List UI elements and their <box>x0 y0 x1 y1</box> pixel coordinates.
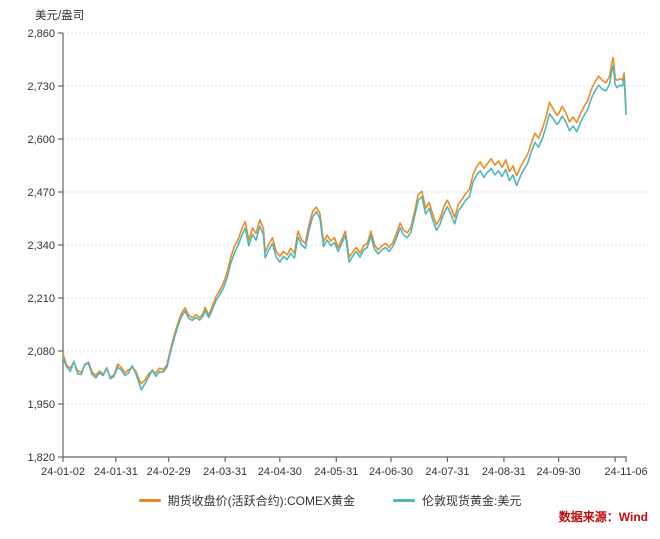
x-tick-label: 24-01-31 <box>94 466 138 478</box>
x-tick-label: 24-07-31 <box>425 466 469 478</box>
x-axis-tick-labels: 24-01-02 24-01-31 24-02-29 24-03-31 24-04-30… <box>41 466 648 478</box>
x-tick-label: 24-08-31 <box>482 466 526 478</box>
y-tick-label: 2,470 <box>27 187 55 199</box>
chart-legend: 期货收盘价(活跃合约):COMEX黄金 伦敦现货黄金:美元 <box>0 492 660 509</box>
legend-swatch-london-spot <box>393 499 415 502</box>
y-tick-label: 1,950 <box>27 399 55 411</box>
series-line-london-spot <box>62 64 627 391</box>
y-axis-tick-labels: 2,860 2,730 2,600 2,470 2,340 2,210 2,080 1,950… <box>27 28 55 464</box>
x-tick-label: 24-02-29 <box>147 466 191 478</box>
gridlines <box>63 32 649 405</box>
legend-label-london-spot: 伦敦现货黄金:美元 <box>422 494 522 508</box>
data-series-lines <box>62 56 627 391</box>
y-tick-label: 2,080 <box>27 346 55 358</box>
legend-swatch-comex-futures <box>138 499 161 502</box>
x-tick-label: 24-06-30 <box>369 466 413 478</box>
y-tick-label: 2,340 <box>27 240 55 252</box>
axis-ticks <box>58 32 627 462</box>
x-tick-label: 24-01-02 <box>41 466 85 478</box>
x-tick-label: 24-05-31 <box>314 466 358 478</box>
y-tick-label: 2,600 <box>27 134 55 146</box>
x-tick-label: 24-11-06 <box>604 466 647 478</box>
x-tick-label: 24-04-30 <box>258 466 302 478</box>
legend-label-comex-futures: 期货收盘价(活跃合约):COMEX黄金 <box>167 494 355 508</box>
y-tick-label: 2,210 <box>27 293 55 305</box>
legend-item-comex-futures: 期货收盘价(活跃合约):COMEX黄金 <box>138 492 355 509</box>
series-line-comex-futures <box>62 56 627 385</box>
x-tick-label: 24-09-30 <box>537 466 581 478</box>
y-tick-label: 1,820 <box>27 452 55 464</box>
y-tick-label: 2,730 <box>27 81 55 93</box>
x-tick-label: 24-03-31 <box>203 466 247 478</box>
legend-item-london-spot: 伦敦现货黄金:美元 <box>393 492 521 509</box>
y-tick-label: 2,860 <box>27 28 55 40</box>
y-axis-unit-label: 美元/盎司 <box>35 10 85 22</box>
data-source-credit: 数据来源：Wind <box>558 510 648 524</box>
